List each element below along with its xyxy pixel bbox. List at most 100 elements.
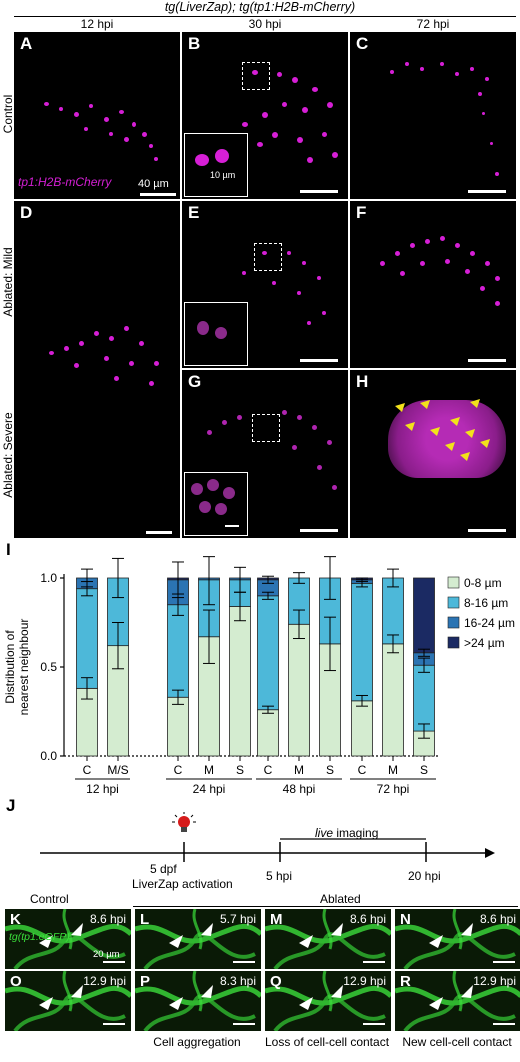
arrow-icon [470,399,480,408]
inset-nucleus [197,321,209,335]
bar-segment [257,709,279,757]
zoom-box [252,414,280,442]
nucleus [109,132,113,136]
arrowhead-icon [201,923,213,936]
panel-letter: B [188,34,201,53]
nucleus [485,77,489,81]
panel-letter: M [270,911,283,928]
arrow-icon [405,422,415,431]
time-stamp: 8.6 hpi [479,912,516,926]
panel-N: N 8.6 hpi [394,908,520,970]
x-tick-label: C [174,763,183,777]
time-stamp: 12.9 hpi [473,974,516,988]
timeline-20hpi: 20 hpi [408,869,441,883]
panel-letter: D [20,203,33,222]
nucleus [49,351,54,355]
nucleus [322,132,327,137]
panel-R: R 12.9 hpi [394,970,520,1032]
x-tick-label: M/S [107,763,128,777]
panel-letter: C [356,34,369,53]
nucleus [440,236,445,241]
nucleus [109,336,114,341]
inset-nucleus [215,149,229,163]
nucleus [89,104,93,108]
caption-loss-contact: Loss of cell-cell contact [264,1035,390,1049]
nucleus [332,152,338,158]
nucleus [139,341,144,346]
nucleus [124,137,129,142]
arrow-icon [450,417,460,426]
arrow-icon [395,403,405,412]
x-tick-label: S [420,763,428,777]
panel-A: A tp1:H2B-mCherry 40 µm [14,32,180,199]
legend-label: 16-24 µm [464,616,515,630]
x-tick-label: M [388,763,398,777]
inset [184,302,248,366]
zoom-box [254,243,282,271]
scale-bar [300,359,338,362]
panel-D: D [14,201,180,538]
nucleus [405,62,409,66]
bar-segment [382,577,404,645]
y-tick-label: 0.5 [40,660,57,674]
panel-G: G [182,370,348,538]
nucleus [312,425,317,430]
nucleus [332,485,337,490]
nucleus [440,62,444,66]
col-header-12hpi: 12 hpi [80,17,114,31]
panel-letter: H [356,372,369,391]
cell-network [135,971,261,1031]
panel-P: P 8.3 hpi [134,970,262,1032]
nucleus [302,107,308,113]
timeline-imaging: live imaging [315,826,378,840]
nucleus [292,445,297,450]
timeline-activation: LiverZap activation [132,877,233,891]
nucleus [262,112,268,118]
panel-C: C [350,32,516,199]
nucleus [132,122,136,127]
arrow-icon [420,400,430,409]
panel-letter-J: J [6,796,16,815]
nucleus [149,381,154,386]
group-label: 12 hpi [86,782,119,796]
panel-letter: F [356,203,367,222]
nucleus [207,430,212,435]
scale-bar [363,961,385,963]
panel-letter: L [140,911,150,928]
nucleus [470,67,474,71]
group-label: 72 hpi [377,782,410,796]
bar-segment [167,604,189,698]
arrowhead-icon [39,997,53,1010]
nucleus [242,122,248,127]
ablated-underline [133,906,518,907]
x-tick-label: M [204,763,214,777]
nucleus [257,142,263,147]
nucleus [297,291,301,295]
nucleus [480,286,485,291]
nucleus [322,311,326,315]
scale-bar [233,961,255,963]
panel-O: O 12.9 hpi [4,970,132,1032]
nucleus [465,269,470,274]
bar-segment [229,606,251,757]
arrowhead-icon [429,935,443,948]
nucleus [129,361,134,366]
timeline-arrowhead [485,848,495,858]
label-ablated: Ablated [320,892,361,906]
cell-cluster [388,400,506,478]
nucleus [272,132,278,138]
bar-segment [257,595,279,711]
scale-bar [493,961,515,963]
inset-nucleus [215,327,227,339]
inset-nucleus [191,483,203,495]
arrowhead-icon [331,985,343,998]
bar-segment [288,623,310,757]
arrowhead-icon [169,997,183,1010]
nucleus [297,137,303,143]
nucleus [74,363,79,368]
inset-scale-label: 10 µm [210,170,236,180]
arrowhead-icon [331,923,343,936]
x-tick-label: C [83,763,92,777]
nucleus [312,87,318,92]
arrowhead-icon [71,985,83,998]
